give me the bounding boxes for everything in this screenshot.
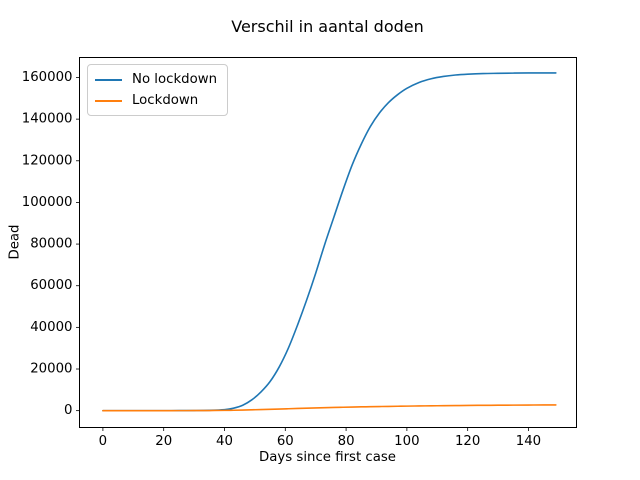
x-tick-label: 0 <box>99 434 107 449</box>
legend-item-no-lockdown: No lockdown <box>95 69 217 90</box>
legend-line-sample-no-lockdown <box>95 78 122 81</box>
x-tick-label: 100 <box>394 434 419 449</box>
x-axis-label: Days since first case <box>259 450 396 465</box>
y-tick-label: 80000 <box>30 237 72 252</box>
y-tick-label: 0 <box>64 403 72 418</box>
series-line-lockdown <box>102 404 557 412</box>
y-tick-label: 160000 <box>22 70 73 85</box>
y-tick-label: 140000 <box>22 112 73 127</box>
y-tick-label: 60000 <box>30 278 72 293</box>
x-tick-label: 20 <box>155 434 172 449</box>
series-line-no-lockdown <box>102 72 557 412</box>
legend-item-lockdown: Lockdown <box>95 90 217 111</box>
x-tick-label: 120 <box>455 434 480 449</box>
legend: No lockdown Lockdown <box>87 64 229 116</box>
x-tick-label: 40 <box>216 434 233 449</box>
chart-title: Verschil in aantal doden <box>231 17 424 36</box>
x-tick-label: 60 <box>277 434 294 449</box>
y-tick-label: 20000 <box>30 362 72 377</box>
y-tick-label: 40000 <box>30 320 72 335</box>
axes-frame <box>79 57 577 428</box>
y-tick-label: 120000 <box>22 153 73 168</box>
legend-line-sample-lockdown <box>95 99 122 102</box>
x-tick-label: 80 <box>338 434 355 449</box>
legend-label: Lockdown <box>132 92 199 108</box>
y-axis-label: Dead <box>7 224 23 260</box>
legend-label: No lockdown <box>132 71 218 87</box>
x-tick-label: 140 <box>516 434 541 449</box>
y-tick-label: 100000 <box>22 195 73 210</box>
